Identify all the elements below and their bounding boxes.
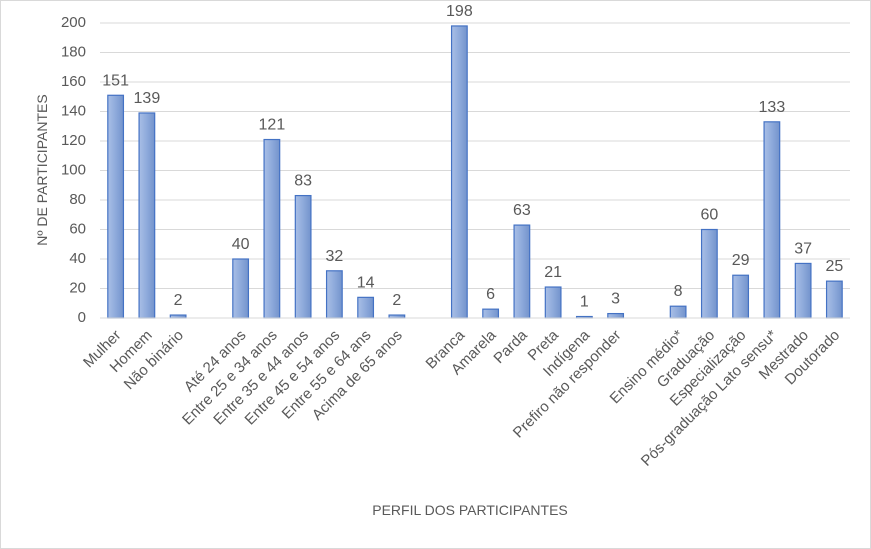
bar [107,94,125,319]
data-label: 40 [232,236,250,253]
y-tick-label: 180 [61,43,86,60]
y-tick-label: 60 [69,220,86,237]
y-tick-label: 80 [69,191,86,208]
bar [325,270,343,319]
bar [825,280,843,319]
data-label: 2 [392,292,401,309]
bar [763,121,781,319]
bar [513,224,531,319]
bar [544,286,562,319]
bar [450,25,468,319]
y-tick-label: 160 [61,73,86,90]
bar [138,112,156,319]
bar [263,138,281,319]
data-label: 32 [325,248,343,265]
bar [232,258,250,319]
y-tick-label: 40 [69,250,86,267]
bar [607,312,625,319]
bar [669,305,687,319]
data-label: 133 [759,99,786,116]
data-label: 6 [486,286,495,303]
data-label: 83 [294,173,312,190]
y-axis-title: Nº DE PARTICIPANTES [34,94,50,245]
data-label: 37 [794,240,812,257]
x-axis-title: PERFIL DOS PARTICIPANTES [372,502,568,518]
y-tick-label: 100 [61,161,86,178]
bar [794,262,812,319]
bar [700,228,718,319]
y-tick-label: 0 [78,309,86,326]
bar [732,274,750,319]
data-label: 121 [259,117,286,134]
data-label: 3 [611,291,620,308]
data-label: 60 [700,207,718,224]
bar [294,194,312,319]
y-tick-label: 20 [69,279,86,296]
data-label: 1 [580,294,589,311]
data-label: 21 [544,264,562,281]
y-tick-label: 120 [61,132,86,149]
data-label: 139 [134,90,161,107]
data-label: 151 [102,72,129,89]
y-tick-label: 140 [61,102,86,119]
data-label: 25 [825,258,843,275]
y-tick-label: 200 [61,14,86,31]
data-label: 29 [732,252,750,269]
data-label: 63 [513,202,531,219]
data-label: 198 [446,3,473,20]
bar [482,308,500,319]
bar [357,296,375,319]
data-label: 8 [674,283,683,300]
data-label: 2 [174,292,183,309]
data-label: 14 [357,274,375,291]
